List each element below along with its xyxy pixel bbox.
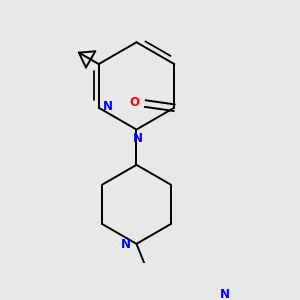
Text: N: N xyxy=(220,288,230,300)
Text: O: O xyxy=(129,96,139,109)
Text: N: N xyxy=(103,100,113,113)
Text: N: N xyxy=(121,238,131,251)
Text: N: N xyxy=(133,132,142,145)
